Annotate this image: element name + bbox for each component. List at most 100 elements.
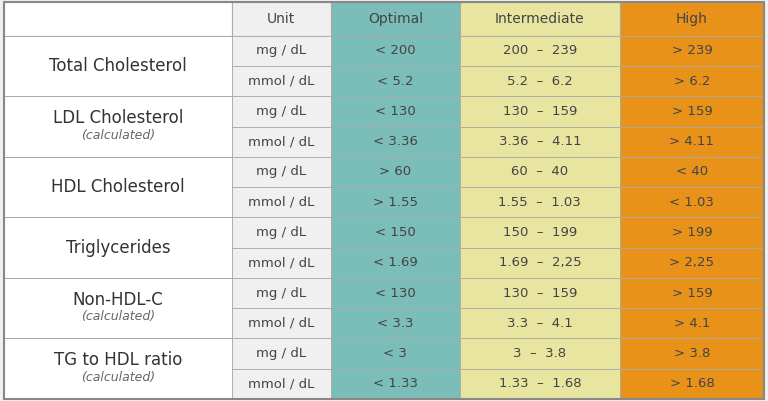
Bar (232, 369, 331, 399)
Text: mg / dL: mg / dL (257, 166, 306, 178)
Text: 3.3  –  4.1: 3.3 – 4.1 (507, 317, 573, 330)
Text: HDL Cholesterol: HDL Cholesterol (51, 178, 184, 196)
Bar (331, 66, 460, 96)
Bar (232, 248, 331, 278)
Bar (620, 2, 764, 36)
Text: mmol / dL: mmol / dL (248, 196, 315, 209)
Text: > 4.1: > 4.1 (674, 317, 710, 330)
Text: Unit: Unit (267, 12, 296, 26)
Text: 130  –  159: 130 – 159 (503, 287, 577, 300)
Bar (460, 217, 620, 248)
Bar (460, 2, 620, 36)
Bar (460, 187, 620, 217)
Text: > 2,25: > 2,25 (670, 256, 714, 269)
Bar (4, 96, 232, 157)
Bar (620, 187, 764, 217)
Text: > 159: > 159 (671, 105, 712, 118)
Text: > 239: > 239 (671, 45, 712, 57)
Text: 1.69  –  2,25: 1.69 – 2,25 (498, 256, 581, 269)
Text: mg / dL: mg / dL (257, 105, 306, 118)
Text: (calculated): (calculated) (81, 310, 155, 323)
Bar (232, 187, 331, 217)
Text: 1.33  –  1.68: 1.33 – 1.68 (498, 377, 581, 390)
Text: > 4.11: > 4.11 (670, 135, 714, 148)
Bar (460, 369, 620, 399)
Bar (232, 66, 331, 96)
Text: > 3.8: > 3.8 (674, 347, 710, 360)
Text: 200  –  239: 200 – 239 (503, 45, 577, 57)
Bar (620, 217, 764, 248)
Text: mg / dL: mg / dL (257, 347, 306, 360)
Bar (620, 157, 764, 187)
Text: < 150: < 150 (375, 226, 415, 239)
Bar (331, 2, 460, 36)
Text: < 1.69: < 1.69 (373, 256, 418, 269)
Bar (232, 308, 331, 338)
Bar (460, 127, 620, 157)
Text: < 200: < 200 (375, 45, 415, 57)
Text: 60  –  40: 60 – 40 (511, 166, 568, 178)
Bar (232, 36, 331, 66)
Text: 130  –  159: 130 – 159 (503, 105, 577, 118)
Text: mg / dL: mg / dL (257, 226, 306, 239)
Text: < 130: < 130 (375, 287, 415, 300)
Bar (620, 308, 764, 338)
Bar (331, 157, 460, 187)
Text: < 3.36: < 3.36 (373, 135, 418, 148)
Text: 5.2  –  6.2: 5.2 – 6.2 (507, 75, 573, 88)
Text: Total Cholesterol: Total Cholesterol (49, 57, 187, 75)
Bar (232, 338, 331, 369)
Bar (620, 127, 764, 157)
Text: < 3.3: < 3.3 (377, 317, 414, 330)
Text: Non-HDL-C: Non-HDL-C (72, 291, 164, 309)
Bar (331, 96, 460, 127)
Text: > 159: > 159 (671, 287, 712, 300)
Text: > 6.2: > 6.2 (674, 75, 710, 88)
Bar (620, 66, 764, 96)
Bar (232, 157, 331, 187)
Text: mmol / dL: mmol / dL (248, 75, 315, 88)
Text: > 1.68: > 1.68 (670, 377, 714, 390)
Bar (620, 96, 764, 127)
Text: mg / dL: mg / dL (257, 287, 306, 300)
Bar (460, 36, 620, 66)
Bar (460, 308, 620, 338)
Text: Triglycerides: Triglycerides (65, 239, 170, 257)
Bar (331, 36, 460, 66)
Bar (331, 338, 460, 369)
Bar (4, 2, 232, 36)
Text: 150  –  199: 150 – 199 (503, 226, 577, 239)
Text: 3.36  –  4.11: 3.36 – 4.11 (498, 135, 581, 148)
Bar (232, 96, 331, 127)
Text: 1.55  –  1.03: 1.55 – 1.03 (498, 196, 581, 209)
Text: mmol / dL: mmol / dL (248, 256, 315, 269)
Bar (232, 2, 331, 36)
Text: < 1.03: < 1.03 (670, 196, 714, 209)
Bar (331, 217, 460, 248)
Bar (331, 278, 460, 308)
Bar (460, 278, 620, 308)
Text: Optimal: Optimal (368, 12, 423, 26)
Text: mmol / dL: mmol / dL (248, 135, 315, 148)
Text: mmol / dL: mmol / dL (248, 317, 315, 330)
Bar (460, 66, 620, 96)
Text: > 199: > 199 (672, 226, 712, 239)
Text: < 5.2: < 5.2 (377, 75, 414, 88)
Text: Intermediate: Intermediate (495, 12, 584, 26)
Text: mg / dL: mg / dL (257, 45, 306, 57)
Bar (232, 278, 331, 308)
Bar (620, 369, 764, 399)
Text: (calculated): (calculated) (81, 129, 155, 142)
Bar (4, 36, 232, 96)
Bar (620, 338, 764, 369)
Text: TG to HDL ratio: TG to HDL ratio (54, 351, 182, 369)
Text: < 1.33: < 1.33 (373, 377, 418, 390)
Bar (460, 338, 620, 369)
Bar (4, 217, 232, 278)
Text: < 40: < 40 (676, 166, 708, 178)
Bar (331, 369, 460, 399)
Bar (620, 248, 764, 278)
Bar (4, 278, 232, 338)
Bar (331, 187, 460, 217)
Bar (331, 308, 460, 338)
